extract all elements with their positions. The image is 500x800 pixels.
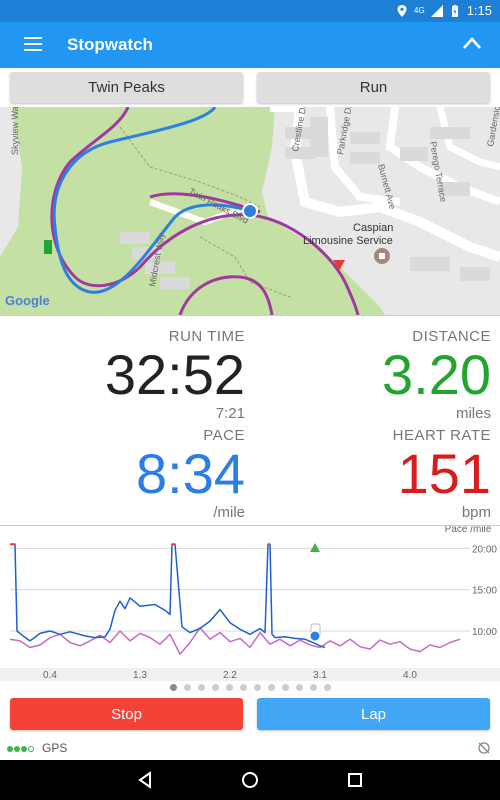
start-marker [44,240,52,254]
page-dot[interactable] [183,684,191,691]
page-dot[interactable] [169,684,177,691]
x-tick-label: 0.4 [43,670,57,681]
chart-current-dot [309,630,321,642]
heart-rate-value: 151 [397,442,491,505]
x-tick-label: 2.2 [223,670,237,681]
pace-series-line [10,543,326,649]
gps-label: GPS [42,741,68,755]
menu-icon[interactable] [24,37,42,51]
pace-chart-svg: 20:00 15:00 10:00 0.4 1.3 2.2 3.1 4.0 Pace /mi… [0,524,500,681]
park-area [0,107,385,315]
pace-value: 8:34 [136,442,245,505]
page-dot[interactable] [253,684,261,691]
x-tick-label: 1.3 [133,670,147,681]
page-dot[interactable] [211,684,219,691]
route-map[interactable]: Skyview Way Crestline Dr Parkridge Dr Bu… [0,107,500,315]
status-icons: 4G 1:15 [396,3,492,18]
gps-status-row: GPS [0,738,500,760]
street-road [326,107,401,206]
heart-rate-unit: bpm [461,504,491,521]
top-buttons: Twin Peaks Run [10,72,490,103]
stats-panel: RUN TIME 32:52 7:21 DISTANCE 3.20 miles … [0,315,500,526]
street-label: Skyview Way [10,107,20,155]
pace-unit: /mile [213,504,245,521]
distance-label: DISTANCE [412,328,491,345]
y-tick-label: 20:00 [472,544,497,555]
location-icon [397,4,407,17]
page-dot[interactable] [281,684,289,691]
run-time-label: RUN TIME [168,328,245,345]
back-icon[interactable] [136,771,154,789]
run-time-stat[interactable]: RUN TIME 32:52 7:21 [15,328,245,422]
page-dot[interactable] [239,684,247,691]
x-axis-band [0,668,500,681]
status-time: 1:15 [466,3,492,18]
pace-stat[interactable]: PACE 8:34 /mile [15,427,245,521]
network-type: 4G [414,6,425,15]
route-line-blue [52,107,251,294]
trail-path [119,126,261,208]
stop-button[interactable]: Stop [10,698,243,730]
lap-marker [333,260,345,271]
distance-value: 3.20 [382,343,491,406]
business-pin-glyph [379,253,385,259]
gps-signal-icon [7,746,34,752]
status-bar: 4G 1:15 [0,0,500,22]
signal-icon [430,4,443,17]
building-blocks [120,117,490,289]
page-indicator [0,684,500,692]
y-axis-title: Pace /mile [445,526,492,535]
run-time-lap: 7:21 [215,405,245,422]
pace-label: PACE [203,427,245,444]
route-line-purple [178,275,274,315]
business-name-label: Limousine Service [303,235,393,247]
trail-path [199,236,291,298]
bottom-buttons: Stop Lap [10,698,490,730]
activity-type-button[interactable]: Run [257,72,490,103]
page-dot[interactable] [323,684,331,691]
business-name-label: Caspian [353,222,393,234]
home-icon[interactable] [241,771,259,789]
battery-icon [451,4,458,17]
heart-rate-stat[interactable]: HEART RATE 151 bpm [261,427,491,521]
street-road [270,107,500,262]
page-dot[interactable] [197,684,205,691]
distance-unit: miles [455,405,491,422]
y-tick-label: 10:00 [472,627,497,638]
map-canvas: Skyview Way Crestline Dr Parkridge Dr Bu… [0,107,500,315]
page-dot[interactable] [267,684,275,691]
heart-rate-label: HEART RATE [392,427,491,444]
navigation-bar [0,760,500,800]
street-road [385,107,500,206]
page-dot[interactable] [295,684,303,691]
run-time-value: 32:52 [104,343,245,406]
page-dot[interactable] [309,684,317,691]
x-tick-label: 4.0 [403,670,417,681]
google-logo: Google [5,293,50,308]
chart-lap-marker [310,543,320,552]
pace-series-line [9,626,461,655]
y-tick-label: 15:00 [472,586,497,597]
page-title: Stopwatch [67,35,153,54]
current-location-dot [242,203,258,219]
wear-disconnected-icon[interactable] [477,741,491,755]
pace-chart[interactable]: 20:00 15:00 10:00 0.4 1.3 2.2 3.1 4.0 Pace /mi… [0,524,500,681]
x-tick-label: 3.1 [313,670,327,681]
page-dot[interactable] [225,684,233,691]
distance-stat[interactable]: DISTANCE 3.20 miles [261,328,491,422]
chevron-up-icon[interactable] [462,36,482,50]
app-bar: Stopwatch [0,22,500,68]
route-button[interactable]: Twin Peaks [10,72,243,103]
route-line-purple [50,107,360,315]
lap-button[interactable]: Lap [257,698,490,730]
recents-icon[interactable] [347,772,363,788]
